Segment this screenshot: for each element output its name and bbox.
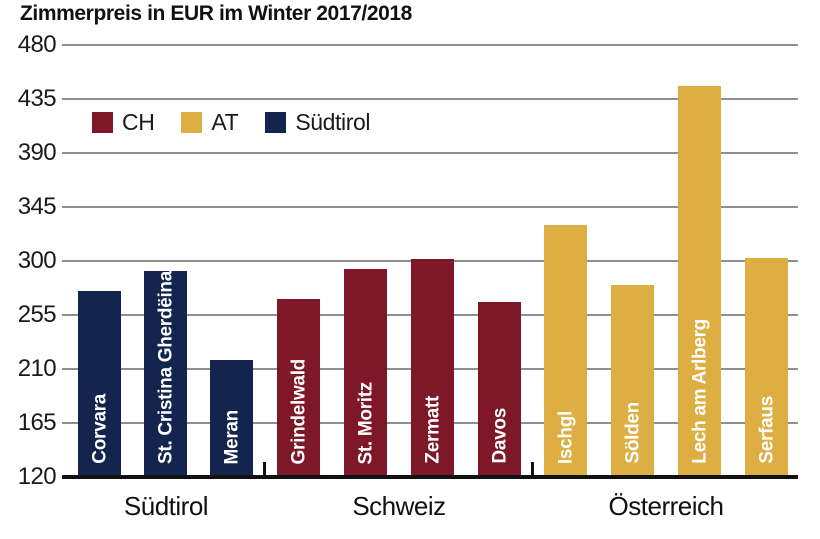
gridline-480	[62, 44, 798, 46]
legend-item-s-dtirol: Südtirol	[265, 109, 371, 136]
bar-label: Sölden	[622, 402, 643, 464]
legend-label: Südtirol	[295, 109, 371, 135]
y-axis-tick-label: 480	[17, 31, 57, 58]
x-axis-baseline	[62, 475, 798, 479]
legend-swatch-icon	[181, 112, 203, 133]
bar-zermatt: Zermatt	[411, 259, 454, 475]
y-axis-tick-label: 120	[17, 463, 57, 490]
y-axis-tick-label: 345	[17, 193, 57, 220]
bar-st-moritz: St. Moritz	[344, 269, 387, 475]
bar-lech-am-arlberg: Lech am Arlberg	[678, 86, 721, 475]
bar-label: Lech am Arlberg	[689, 319, 710, 464]
bar-label: Davos	[489, 408, 510, 464]
legend-swatch-icon	[265, 112, 287, 133]
bar-label: Serfaus	[756, 396, 777, 464]
chart-legend: CH AT Südtirol	[92, 109, 397, 136]
gridline-435	[62, 98, 798, 100]
bar-label: Meran	[221, 409, 242, 464]
legend-swatch-icon	[92, 112, 113, 133]
bar-serfaus: Serfaus	[745, 258, 788, 475]
bar-label: St. Cristina Gherdëina	[155, 271, 176, 464]
bar-corvara: Corvara	[78, 291, 121, 475]
y-axis-tick-label: 435	[17, 85, 57, 112]
x-axis-group-label-s-dtirol: Südtirol	[123, 491, 209, 521]
bar-davos: Davos	[478, 302, 521, 475]
bar-label: Corvara	[89, 394, 110, 464]
bar-meran: Meran	[210, 360, 253, 475]
x-axis-group-label-sterreich: Österreich	[608, 491, 724, 521]
bar-grindelwald: Grindelwald	[277, 299, 320, 475]
bar-label: Zermatt	[422, 396, 443, 464]
legend-item-at: AT	[181, 109, 239, 136]
x-axis-group-label-schweiz: Schweiz	[352, 491, 446, 521]
y-axis-tick-label: 255	[17, 301, 57, 328]
bar-st-cristina-gherd-ina: St. Cristina Gherdëina	[144, 271, 187, 475]
y-axis-tick-label: 300	[17, 247, 57, 274]
bar-s-lden: Sölden	[611, 285, 654, 475]
gridline-345	[62, 206, 798, 208]
bar-label: Grindelwald	[288, 358, 309, 464]
gridline-390	[62, 152, 798, 154]
y-axis-tick-label: 165	[17, 409, 57, 436]
y-axis-tick-label: 210	[17, 355, 57, 382]
bar-ischgl: Ischgl	[544, 225, 587, 475]
y-axis-tick-label: 390	[17, 139, 57, 166]
bar-label: Ischgl	[555, 410, 576, 464]
legend-label: CH	[122, 109, 155, 135]
chart-title: Zimmerpreis in EUR im Winter 2017/2018	[20, 2, 412, 25]
group-separator-tick-2	[531, 462, 534, 475]
group-separator-tick-1	[263, 462, 266, 475]
legend-item-ch: CH	[92, 109, 155, 136]
bar-label: St. Moritz	[355, 381, 376, 465]
legend-label: AT	[211, 109, 239, 135]
